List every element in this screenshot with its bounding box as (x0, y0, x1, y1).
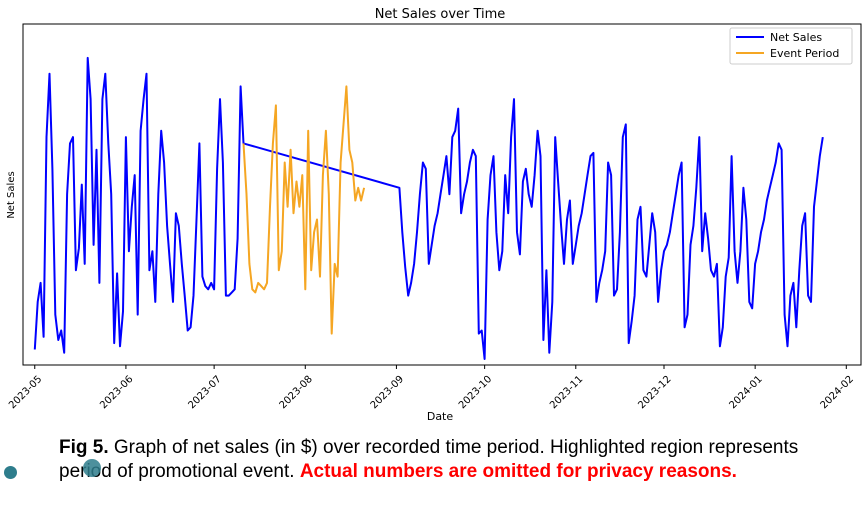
legend-label-event-period: Event Period (770, 47, 839, 60)
caption-prefix: Fig 5. (59, 437, 109, 458)
x-tick-label: 2023-10 (457, 374, 494, 411)
series-line-net-sales (33, 56, 824, 360)
chart-title: Net Sales over Time (375, 7, 506, 22)
caption-privacy-note: Actual numbers are omitted for privacy r… (299, 461, 737, 482)
slide-bullet-dot (4, 466, 17, 479)
caption-text: Graph of net sales (in $) over recorded … (59, 437, 799, 482)
y-axis-label: Net Sales (6, 171, 17, 218)
plot-area (22, 23, 862, 366)
x-axis-label: Date (427, 410, 454, 423)
x-tick-label: 2023-07 (186, 374, 223, 411)
x-tick-label: 2023-06 (98, 374, 135, 411)
legend: Net Sales Event Period (729, 27, 853, 65)
legend-label-net-sales: Net Sales (770, 31, 822, 44)
x-tick-label: 2023-12 (636, 374, 673, 411)
x-axis-ticks: 2023-05 2023-06 2023-07 2023-08 2023-09 2023-… (7, 365, 856, 411)
series-layer (33, 56, 824, 360)
x-tick-label: 2023-11 (548, 374, 585, 411)
x-tick-label: 2023-08 (278, 374, 315, 411)
x-tick-label: 2023-09 (369, 374, 406, 411)
net-sales-chart: Net Sales over Time 2023-05 2023-06 2023-0… (6, 7, 862, 423)
series-line-event-period (242, 85, 366, 335)
slide-bullet-dot (83, 459, 101, 477)
x-tick-label: 2024-01 (727, 374, 764, 411)
x-tick-label: 2024-02 (819, 374, 856, 411)
figure-caption: Fig 5. Graph of net sales (in $) over re… (59, 436, 839, 484)
x-tick-label: 2023-05 (7, 374, 44, 411)
